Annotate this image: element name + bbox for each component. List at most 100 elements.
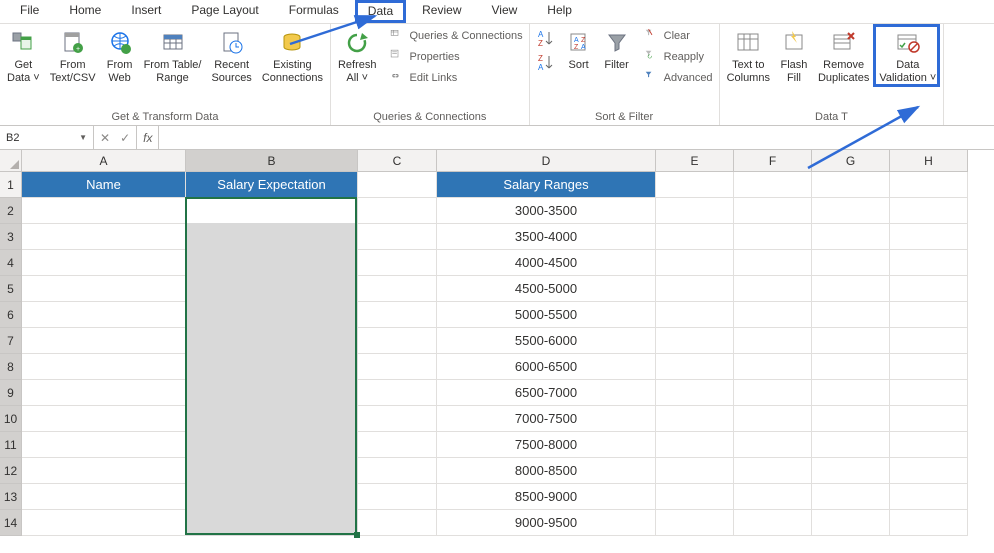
col-header-E[interactable]: E xyxy=(656,150,734,172)
sort-button[interactable]: AZZASort xyxy=(562,27,596,74)
menu-page-layout[interactable]: Page Layout xyxy=(177,0,272,23)
cell-C13[interactable] xyxy=(358,484,437,510)
col-header-F[interactable]: F xyxy=(734,150,812,172)
ff-button[interactable]: FlashFill xyxy=(777,27,811,86)
links-button[interactable]: Edit Links xyxy=(388,69,525,87)
cell-D8[interactable]: 6000-6500 xyxy=(437,354,656,380)
cell-C14[interactable] xyxy=(358,510,437,536)
cell-A3[interactable] xyxy=(22,224,186,250)
cell-F10[interactable] xyxy=(734,406,812,432)
cell-C5[interactable] xyxy=(358,276,437,302)
cell-G9[interactable] xyxy=(812,380,890,406)
cell-D1[interactable]: Salary Ranges xyxy=(437,172,656,198)
cell-A2[interactable] xyxy=(22,198,186,224)
cell-E14[interactable] xyxy=(656,510,734,536)
cell-H12[interactable] xyxy=(890,458,968,484)
cell-G4[interactable] xyxy=(812,250,890,276)
menu-help[interactable]: Help xyxy=(533,0,586,23)
rd-button[interactable]: RemoveDuplicates xyxy=(815,27,872,86)
cell-E5[interactable] xyxy=(656,276,734,302)
cell-E8[interactable] xyxy=(656,354,734,380)
cell-G11[interactable] xyxy=(812,432,890,458)
cell-H2[interactable] xyxy=(890,198,968,224)
cell-E4[interactable] xyxy=(656,250,734,276)
cell-F13[interactable] xyxy=(734,484,812,510)
recent-button[interactable]: RecentSources xyxy=(208,27,254,86)
menu-data[interactable]: Data xyxy=(355,0,406,23)
cell-F3[interactable] xyxy=(734,224,812,250)
cell-A7[interactable] xyxy=(22,328,186,354)
cell-C4[interactable] xyxy=(358,250,437,276)
cell-C11[interactable] xyxy=(358,432,437,458)
cell-H6[interactable] xyxy=(890,302,968,328)
cell-C8[interactable] xyxy=(358,354,437,380)
cell-E12[interactable] xyxy=(656,458,734,484)
cell-F4[interactable] xyxy=(734,250,812,276)
cell-F6[interactable] xyxy=(734,302,812,328)
cell-B13[interactable] xyxy=(186,484,358,510)
row-header-12[interactable]: 12 xyxy=(0,458,22,484)
menu-formulas[interactable]: Formulas xyxy=(275,0,353,23)
cell-E3[interactable] xyxy=(656,224,734,250)
filter-button[interactable]: Filter xyxy=(600,27,634,74)
existing-button[interactable]: ExistingConnections xyxy=(259,27,326,86)
cell-B6[interactable] xyxy=(186,302,358,328)
col-header-G[interactable]: G xyxy=(812,150,890,172)
cell-A6[interactable] xyxy=(22,302,186,328)
from-csv-button[interactable]: +FromText/CSV xyxy=(47,27,99,86)
cell-F5[interactable] xyxy=(734,276,812,302)
cell-D2[interactable]: 3000-3500 xyxy=(437,198,656,224)
enter-icon[interactable]: ✓ xyxy=(120,131,130,145)
cell-H1[interactable] xyxy=(890,172,968,198)
cancel-icon[interactable]: ✕ xyxy=(100,131,110,145)
menu-review[interactable]: Review xyxy=(408,0,475,23)
from-web-button[interactable]: FromWeb xyxy=(103,27,137,86)
reapply-button[interactable]: Reapply xyxy=(642,48,715,66)
cell-A9[interactable] xyxy=(22,380,186,406)
row-header-9[interactable]: 9 xyxy=(0,380,22,406)
cell-H3[interactable] xyxy=(890,224,968,250)
cell-E2[interactable] xyxy=(656,198,734,224)
cell-H10[interactable] xyxy=(890,406,968,432)
fx-label[interactable]: fx xyxy=(137,131,158,145)
cell-H8[interactable] xyxy=(890,354,968,380)
cell-E1[interactable] xyxy=(656,172,734,198)
cell-A11[interactable] xyxy=(22,432,186,458)
cell-D4[interactable]: 4000-4500 xyxy=(437,250,656,276)
cell-E9[interactable] xyxy=(656,380,734,406)
col-header-A[interactable]: A xyxy=(22,150,186,172)
cell-C10[interactable] xyxy=(358,406,437,432)
cell-D7[interactable]: 5500-6000 xyxy=(437,328,656,354)
menu-insert[interactable]: Insert xyxy=(117,0,175,23)
col-header-B[interactable]: B xyxy=(186,150,358,172)
cell-A5[interactable] xyxy=(22,276,186,302)
col-header-D[interactable]: D xyxy=(437,150,656,172)
cell-G6[interactable] xyxy=(812,302,890,328)
cell-G10[interactable] xyxy=(812,406,890,432)
advanced-button[interactable]: Advanced xyxy=(642,69,715,87)
cell-A12[interactable] xyxy=(22,458,186,484)
cell-E7[interactable] xyxy=(656,328,734,354)
row-header-3[interactable]: 3 xyxy=(0,224,22,250)
name-box[interactable]: B2 ▼ xyxy=(0,126,94,149)
cell-B11[interactable] xyxy=(186,432,358,458)
cell-H7[interactable] xyxy=(890,328,968,354)
cell-D3[interactable]: 3500-4000 xyxy=(437,224,656,250)
cell-B1[interactable]: Salary Expectation xyxy=(186,172,358,198)
cell-D5[interactable]: 4500-5000 xyxy=(437,276,656,302)
cell-D10[interactable]: 7000-7500 xyxy=(437,406,656,432)
select-all-triangle[interactable] xyxy=(0,150,22,172)
col-header-H[interactable]: H xyxy=(890,150,968,172)
row-header-14[interactable]: 14 xyxy=(0,510,22,536)
cell-D14[interactable]: 9000-9500 xyxy=(437,510,656,536)
cell-G1[interactable] xyxy=(812,172,890,198)
cell-A8[interactable] xyxy=(22,354,186,380)
cell-B9[interactable] xyxy=(186,380,358,406)
refresh-button[interactable]: RefreshAll ˅ xyxy=(335,27,380,86)
cell-E10[interactable] xyxy=(656,406,734,432)
cell-C3[interactable] xyxy=(358,224,437,250)
cell-F7[interactable] xyxy=(734,328,812,354)
cell-E13[interactable] xyxy=(656,484,734,510)
menu-file[interactable]: File xyxy=(6,0,53,23)
clear-button[interactable]: Clear xyxy=(642,27,715,45)
